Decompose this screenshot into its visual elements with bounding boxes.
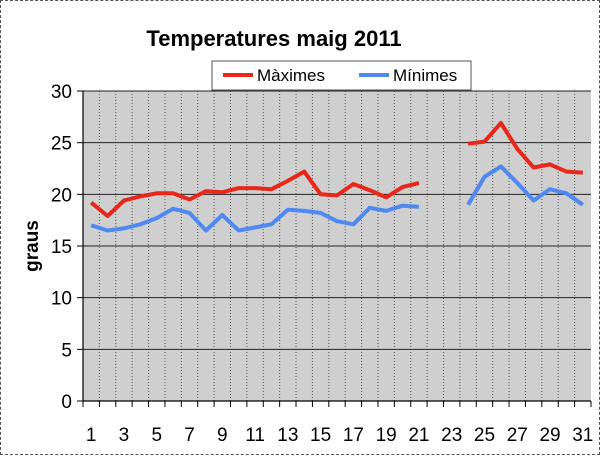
legend-box: [211, 60, 472, 91]
x-tick-label: 19: [376, 425, 397, 446]
y-tick-label: 25: [51, 134, 72, 155]
x-tick-label: 13: [277, 425, 298, 446]
y-axis-label: graus: [22, 220, 43, 272]
x-tick-label: 7: [184, 425, 195, 446]
legend-label-maximes: Màximes: [257, 66, 325, 85]
y-tick-label: 10: [51, 289, 72, 310]
x-tick-label: 31: [572, 425, 593, 446]
x-tick-label: 29: [539, 425, 560, 446]
x-tick-label: 27: [507, 425, 528, 446]
x-tick-label: 1: [86, 425, 97, 446]
x-tick-label: 17: [343, 425, 364, 446]
series-line-maximes: [89, 121, 583, 218]
series-line-minimes: [90, 164, 584, 233]
legend: Màximes Mínimes: [211, 60, 472, 91]
x-tick-label: 9: [217, 425, 228, 446]
y-tick-label: 0: [61, 392, 72, 413]
chart-title: Temperatures maig 2011: [146, 26, 401, 51]
x-tick-label: 23: [441, 425, 462, 446]
y-tick-label: 15: [51, 237, 72, 258]
y-tick-label: 20: [51, 185, 72, 206]
y-tick-label: 5: [61, 340, 72, 361]
x-tick-label: 25: [474, 425, 495, 446]
y-tick-label: 30: [51, 82, 72, 103]
x-tick-label: 3: [119, 425, 130, 446]
x-tick-label: 11: [245, 425, 265, 446]
legend-label-minimes: Mínimes: [393, 66, 457, 85]
x-tick-label: 15: [310, 425, 331, 446]
x-tick-label: 5: [151, 425, 162, 446]
x-tick-label: 21: [408, 425, 429, 446]
